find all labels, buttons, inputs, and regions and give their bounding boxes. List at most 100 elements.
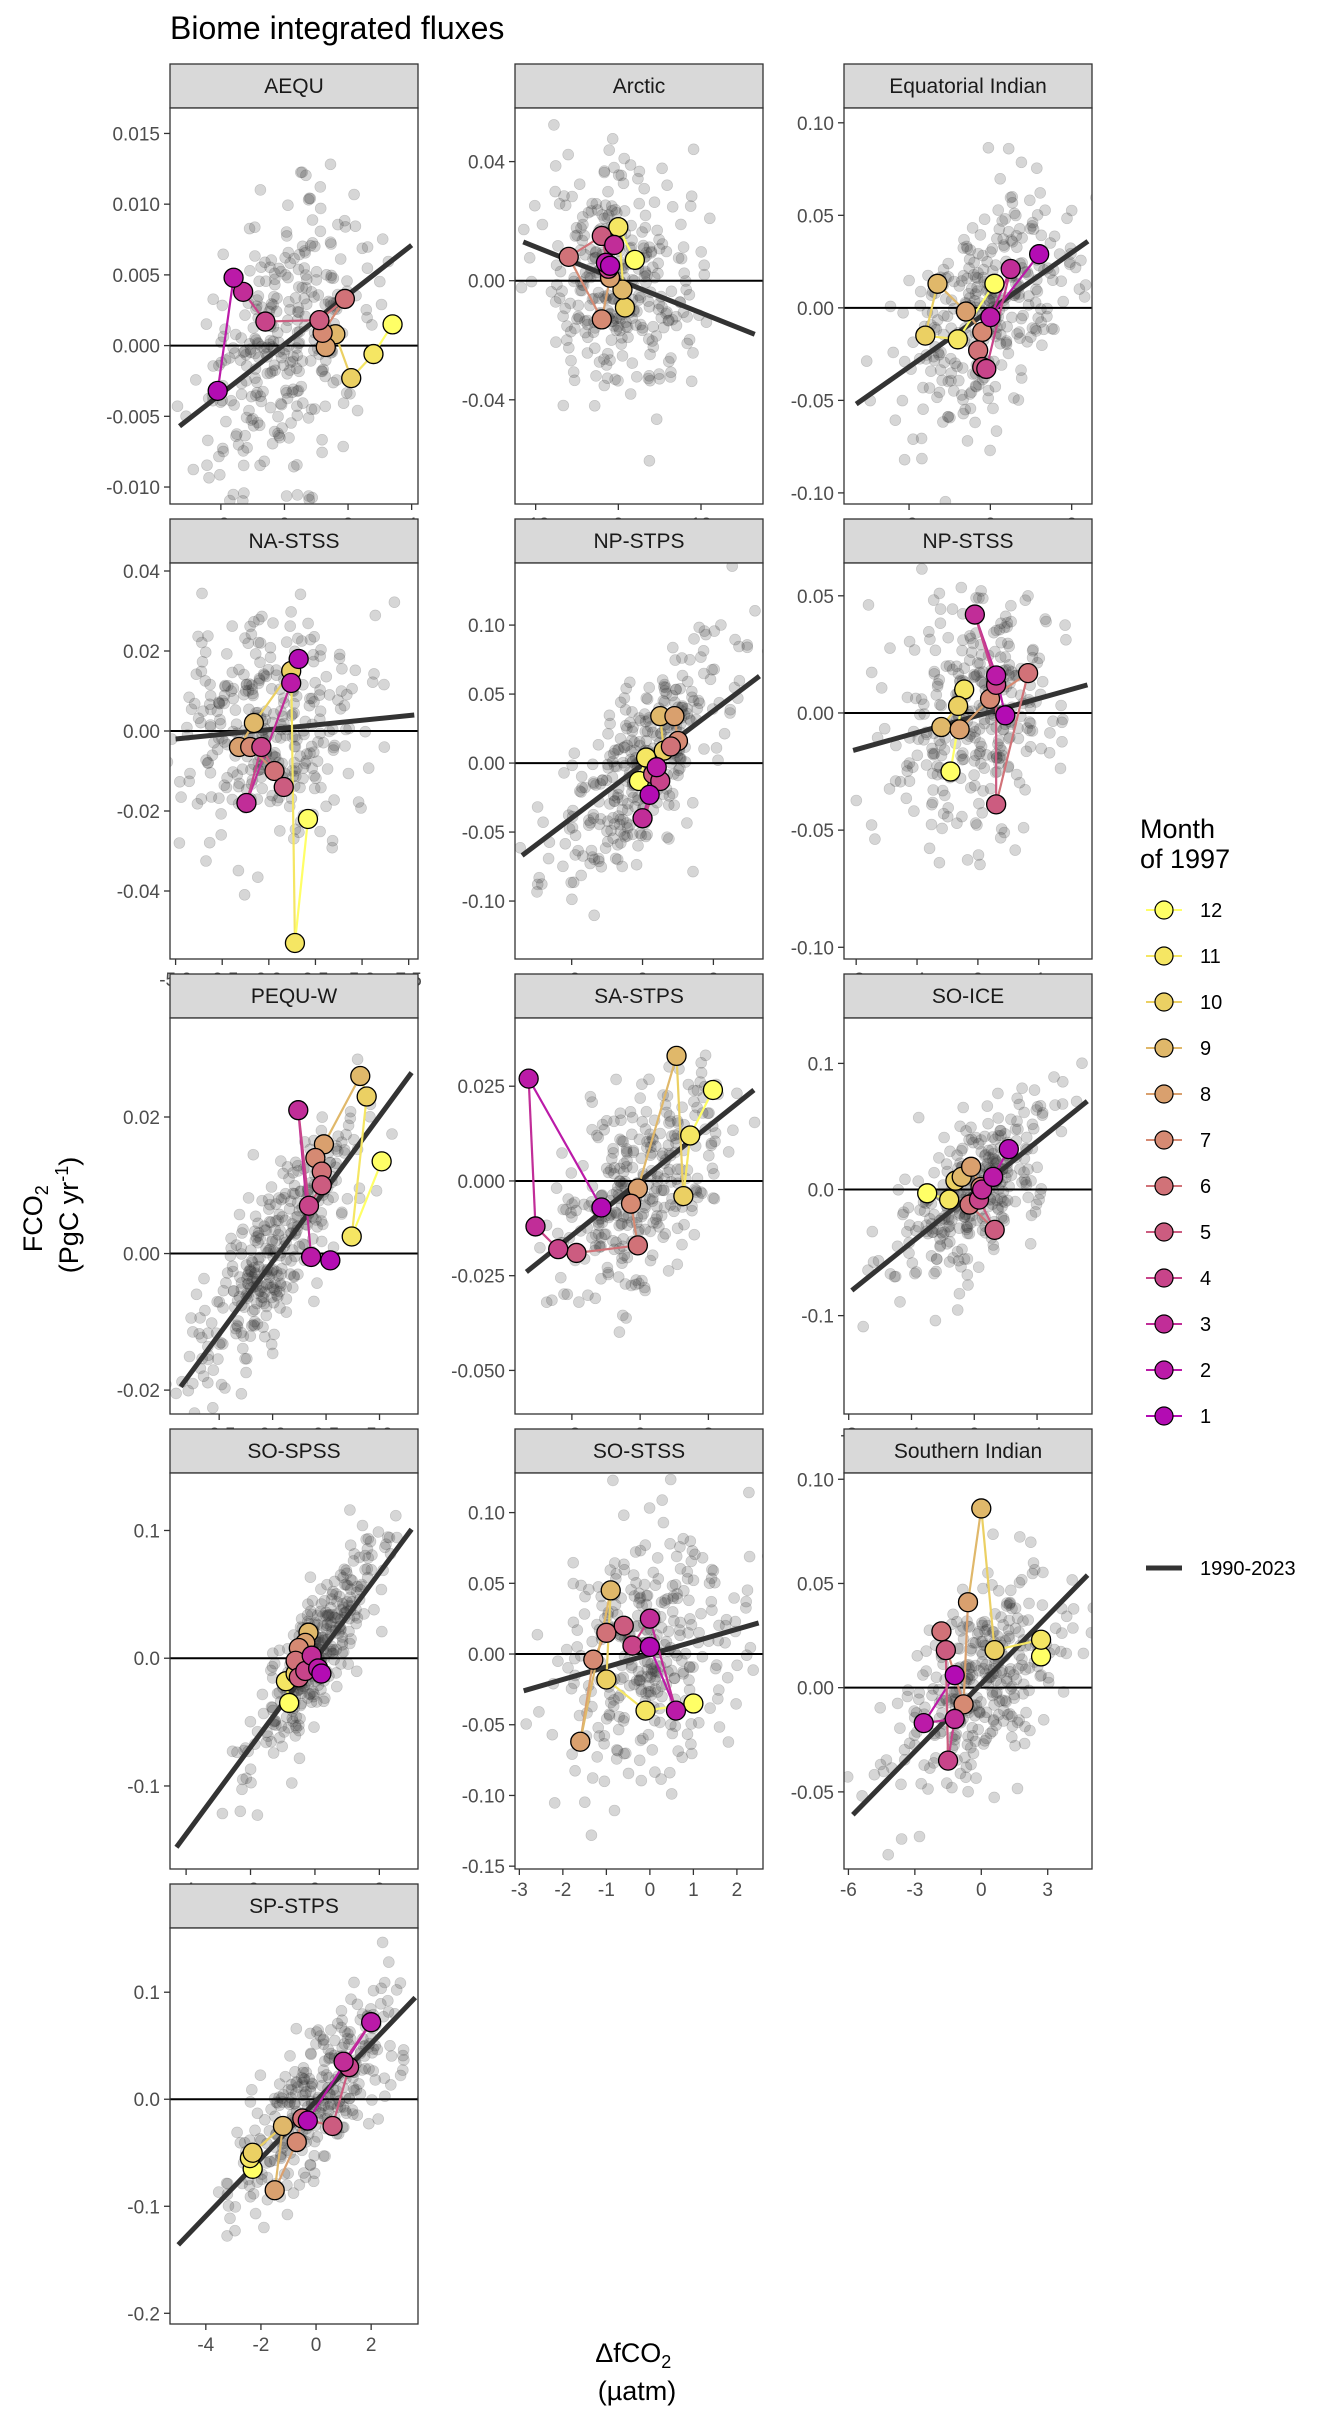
background-point xyxy=(637,239,650,252)
background-point xyxy=(749,604,761,617)
background-point xyxy=(175,791,187,803)
background-point xyxy=(254,1233,267,1245)
background-point xyxy=(317,363,330,376)
background-point xyxy=(923,842,936,855)
background-point xyxy=(653,368,665,380)
background-point xyxy=(598,379,611,392)
background-point xyxy=(665,352,677,364)
panel-aequ: AEQU-2024-0.010-0.0050.0000.0050.0100.01… xyxy=(106,63,419,536)
y-tick-label: 0.010 xyxy=(112,195,160,216)
background-point xyxy=(633,1133,646,1146)
background-point xyxy=(285,2078,298,2091)
background-point xyxy=(298,292,311,305)
background-point xyxy=(599,842,612,854)
background-point xyxy=(581,318,594,331)
background-point xyxy=(942,411,954,423)
month-path-segment xyxy=(322,1075,362,1145)
background-point xyxy=(1023,290,1035,302)
background-point xyxy=(578,1796,591,1808)
background-point xyxy=(657,1184,670,1196)
background-point xyxy=(934,617,947,630)
background-point xyxy=(609,373,621,386)
background-point xyxy=(258,1330,271,1343)
background-point xyxy=(248,1267,261,1280)
background-point xyxy=(971,1628,984,1640)
background-point xyxy=(604,1564,617,1576)
background-point xyxy=(1042,1672,1055,1684)
background-point xyxy=(220,2177,233,2190)
y-tick-label: 0.0 xyxy=(808,1181,834,1202)
background-point xyxy=(1013,1626,1025,1638)
background-point xyxy=(586,1772,599,1784)
background-point xyxy=(889,414,902,427)
background-point xyxy=(268,751,281,763)
background-point xyxy=(677,1532,690,1545)
background-point xyxy=(1065,204,1078,217)
background-point xyxy=(615,338,628,350)
background-point xyxy=(616,803,629,816)
background-point xyxy=(592,1228,605,1240)
background-point xyxy=(201,459,213,472)
background-point xyxy=(683,1661,696,1674)
background-point xyxy=(639,830,652,843)
background-point xyxy=(1024,194,1036,207)
background-point xyxy=(992,1203,1005,1216)
background-point xyxy=(312,2024,325,2036)
month-point-2 xyxy=(982,1166,1004,1188)
background-point xyxy=(964,402,977,415)
background-point xyxy=(1027,643,1039,656)
background-point xyxy=(607,789,620,802)
background-point xyxy=(345,1633,357,1645)
background-point xyxy=(633,1673,646,1686)
background-point xyxy=(300,169,312,182)
background-point xyxy=(264,641,277,654)
background-point xyxy=(880,1754,893,1766)
background-point xyxy=(331,1145,344,1158)
month-point-2 xyxy=(913,1712,934,1734)
month-point-3 xyxy=(236,792,257,814)
background-point xyxy=(1020,1706,1032,1719)
background-point xyxy=(288,252,300,265)
background-point xyxy=(276,422,288,434)
background-point xyxy=(658,1184,670,1197)
background-point xyxy=(943,1236,956,1248)
background-point xyxy=(348,2084,361,2097)
background-point xyxy=(246,1256,259,1268)
background-point xyxy=(730,1698,742,1710)
background-point xyxy=(251,1318,264,1330)
background-point xyxy=(961,272,973,285)
background-point xyxy=(272,1214,284,1227)
background-point xyxy=(936,822,948,835)
background-point xyxy=(244,1715,257,1728)
panel-strip-label: AEQU xyxy=(264,75,324,98)
background-point xyxy=(1019,1663,1032,1676)
background-point xyxy=(665,366,677,379)
background-point xyxy=(313,689,326,701)
background-point xyxy=(318,1692,331,1704)
background-point xyxy=(706,1563,718,1576)
background-point xyxy=(247,412,259,425)
background-point xyxy=(610,1207,623,1219)
background-point xyxy=(325,271,337,284)
background-point xyxy=(981,255,994,268)
background-point xyxy=(242,1192,255,1204)
background-point xyxy=(744,1641,757,1654)
background-point xyxy=(316,365,329,378)
background-point xyxy=(295,1613,308,1625)
background-point xyxy=(305,2080,317,2093)
background-point xyxy=(1033,652,1046,665)
background-point xyxy=(315,1598,328,1610)
background-point xyxy=(314,202,327,215)
background-point xyxy=(914,299,927,312)
background-point xyxy=(943,1220,956,1232)
background-point xyxy=(652,1573,665,1585)
background-point xyxy=(630,1274,643,1286)
month-point-12 xyxy=(683,1693,704,1714)
background-point xyxy=(217,445,230,458)
legend-entry-month-5: 5 xyxy=(1146,1222,1211,1244)
legend-label: 8 xyxy=(1200,1084,1211,1106)
background-point xyxy=(376,1936,389,1949)
background-point xyxy=(994,831,1007,844)
background-point xyxy=(245,1776,257,1789)
background-point xyxy=(596,209,609,221)
